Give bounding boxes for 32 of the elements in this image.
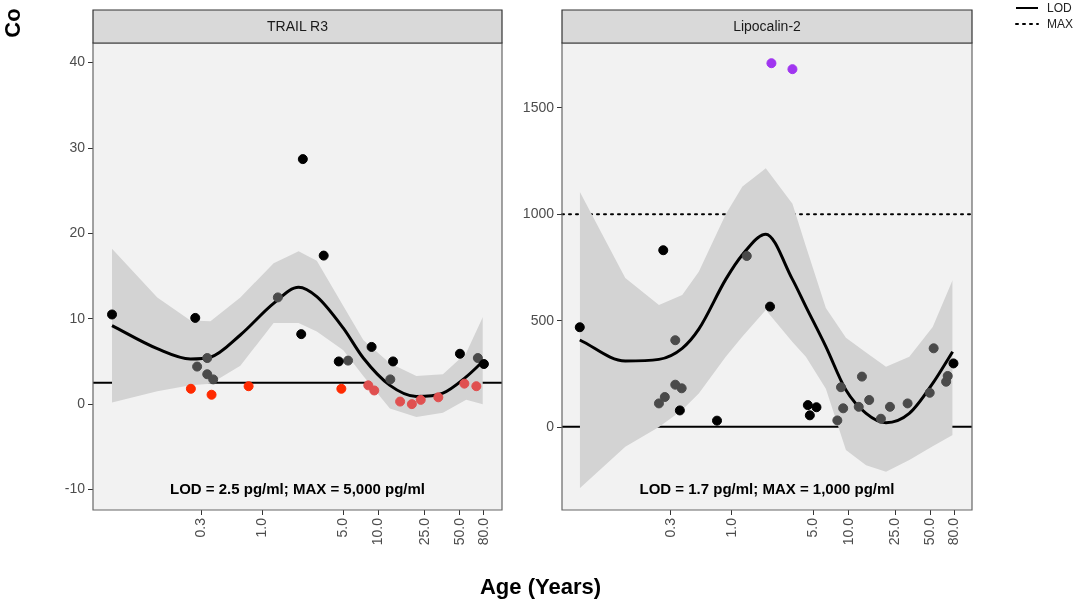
y-tick-label: 1500 bbox=[522, 98, 555, 115]
x-tick-label: 10.0 bbox=[369, 517, 386, 546]
legend-label: LOD bbox=[1046, 1, 1072, 15]
y-axis-title: Co bbox=[0, 8, 26, 38]
x-tick-label: 0.3 bbox=[192, 517, 209, 538]
y-tick-label: 1000 bbox=[522, 205, 555, 222]
y-tick-label: 20 bbox=[69, 224, 86, 241]
x-tick-label: 80.0 bbox=[944, 517, 961, 546]
y-tick-label: 500 bbox=[530, 311, 555, 328]
x-tick-label: 50.0 bbox=[450, 517, 467, 546]
x-tick-label: 5.0 bbox=[804, 517, 821, 538]
x-tick-label: 50.0 bbox=[921, 517, 938, 546]
legend-label: MAX bbox=[1046, 17, 1073, 31]
y-tick-label: -10 bbox=[64, 480, 86, 497]
x-tick-label: 1.0 bbox=[253, 517, 270, 538]
y-tick-label: 40 bbox=[69, 53, 86, 70]
chart-title: TRAIL R3 bbox=[267, 17, 329, 34]
x-tick-label: 1.0 bbox=[722, 517, 739, 538]
x-tick-label: 10.0 bbox=[839, 517, 856, 546]
annotation: LOD = 2.5 pg/ml; MAX = 5,000 pg/ml bbox=[169, 480, 426, 498]
y-tick-label: 30 bbox=[69, 138, 86, 155]
x-tick-label: 25.0 bbox=[885, 517, 902, 546]
chart-title: Lipocalin-2 bbox=[733, 17, 802, 34]
x-tick-label: 80.0 bbox=[474, 517, 491, 546]
x-tick-label: 25.0 bbox=[415, 517, 432, 546]
y-tick-label: 0 bbox=[546, 417, 555, 434]
annotation: LOD = 1.7 pg/ml; MAX = 1,000 pg/ml bbox=[639, 480, 895, 498]
y-tick-label: 10 bbox=[69, 309, 86, 326]
x-tick-label: 0.3 bbox=[661, 517, 678, 538]
x-tick-label: 5.0 bbox=[334, 517, 351, 538]
y-tick-label: 0 bbox=[77, 394, 86, 411]
x-axis-title: Age (Years) bbox=[478, 574, 603, 600]
